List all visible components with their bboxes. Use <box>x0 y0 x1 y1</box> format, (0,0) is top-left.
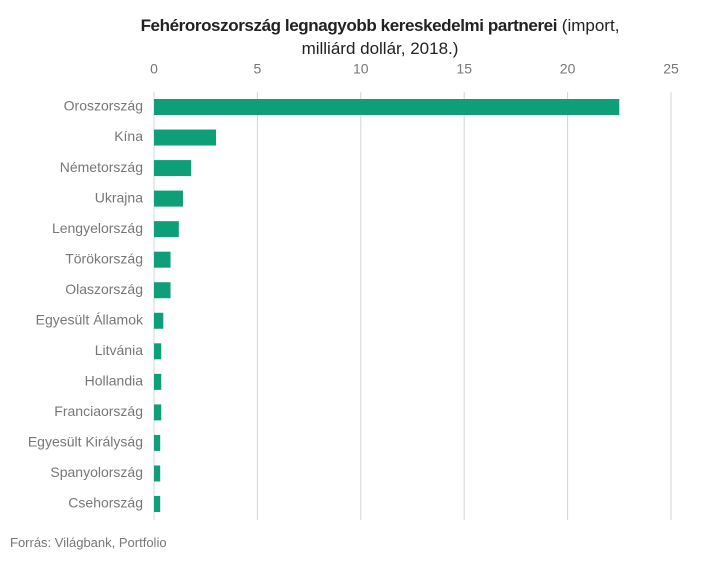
y-tick-label: Németország <box>60 159 143 175</box>
y-tick-label: Spanyolország <box>50 464 143 480</box>
bar <box>154 221 179 238</box>
y-tick-label: Csehország <box>68 495 143 511</box>
bar <box>154 251 171 268</box>
y-tick-label: Egyesült Királyság <box>28 434 143 450</box>
bar <box>154 404 162 421</box>
x-tick-label: 0 <box>150 61 158 77</box>
x-tick-label: 15 <box>456 61 472 77</box>
x-tick-label: 10 <box>353 61 369 77</box>
y-tick-label: Egyesült Államok <box>36 311 144 327</box>
chart-title: Fehéroroszország legnagyobb kereskedelmi… <box>118 14 642 60</box>
bar <box>154 343 162 360</box>
bar <box>154 434 161 451</box>
bar <box>154 190 183 207</box>
y-tick-label: Franciaország <box>54 403 143 419</box>
y-tick-label: Kína <box>114 128 143 144</box>
y-tick-label: Litvánia <box>95 342 143 358</box>
bar <box>154 129 217 146</box>
x-tick-label: 5 <box>254 61 262 77</box>
y-tick-label: Lengyelország <box>52 220 143 236</box>
x-tick-label: 25 <box>663 61 679 77</box>
title-main: Fehéroroszország legnagyobb kereskedelmi… <box>140 16 558 35</box>
bar <box>154 465 161 482</box>
bar <box>154 99 620 115</box>
x-tick-label: 20 <box>560 61 576 77</box>
source-note: Forrás: Világbank, Portfolio <box>10 535 167 550</box>
y-tick-label: Törökország <box>65 250 143 266</box>
bar <box>154 312 164 329</box>
bar <box>154 160 192 177</box>
bar <box>154 282 171 299</box>
title-sub: (import, milliárd dollár, 2018.) <box>301 16 620 58</box>
bar <box>154 373 162 390</box>
y-tick-label: Oroszország <box>64 98 143 114</box>
y-tick-label: Olaszország <box>65 281 143 297</box>
y-tick-label: Hollandia <box>85 373 144 389</box>
y-tick-label: Ukrajna <box>95 189 143 205</box>
bar <box>154 496 161 512</box>
